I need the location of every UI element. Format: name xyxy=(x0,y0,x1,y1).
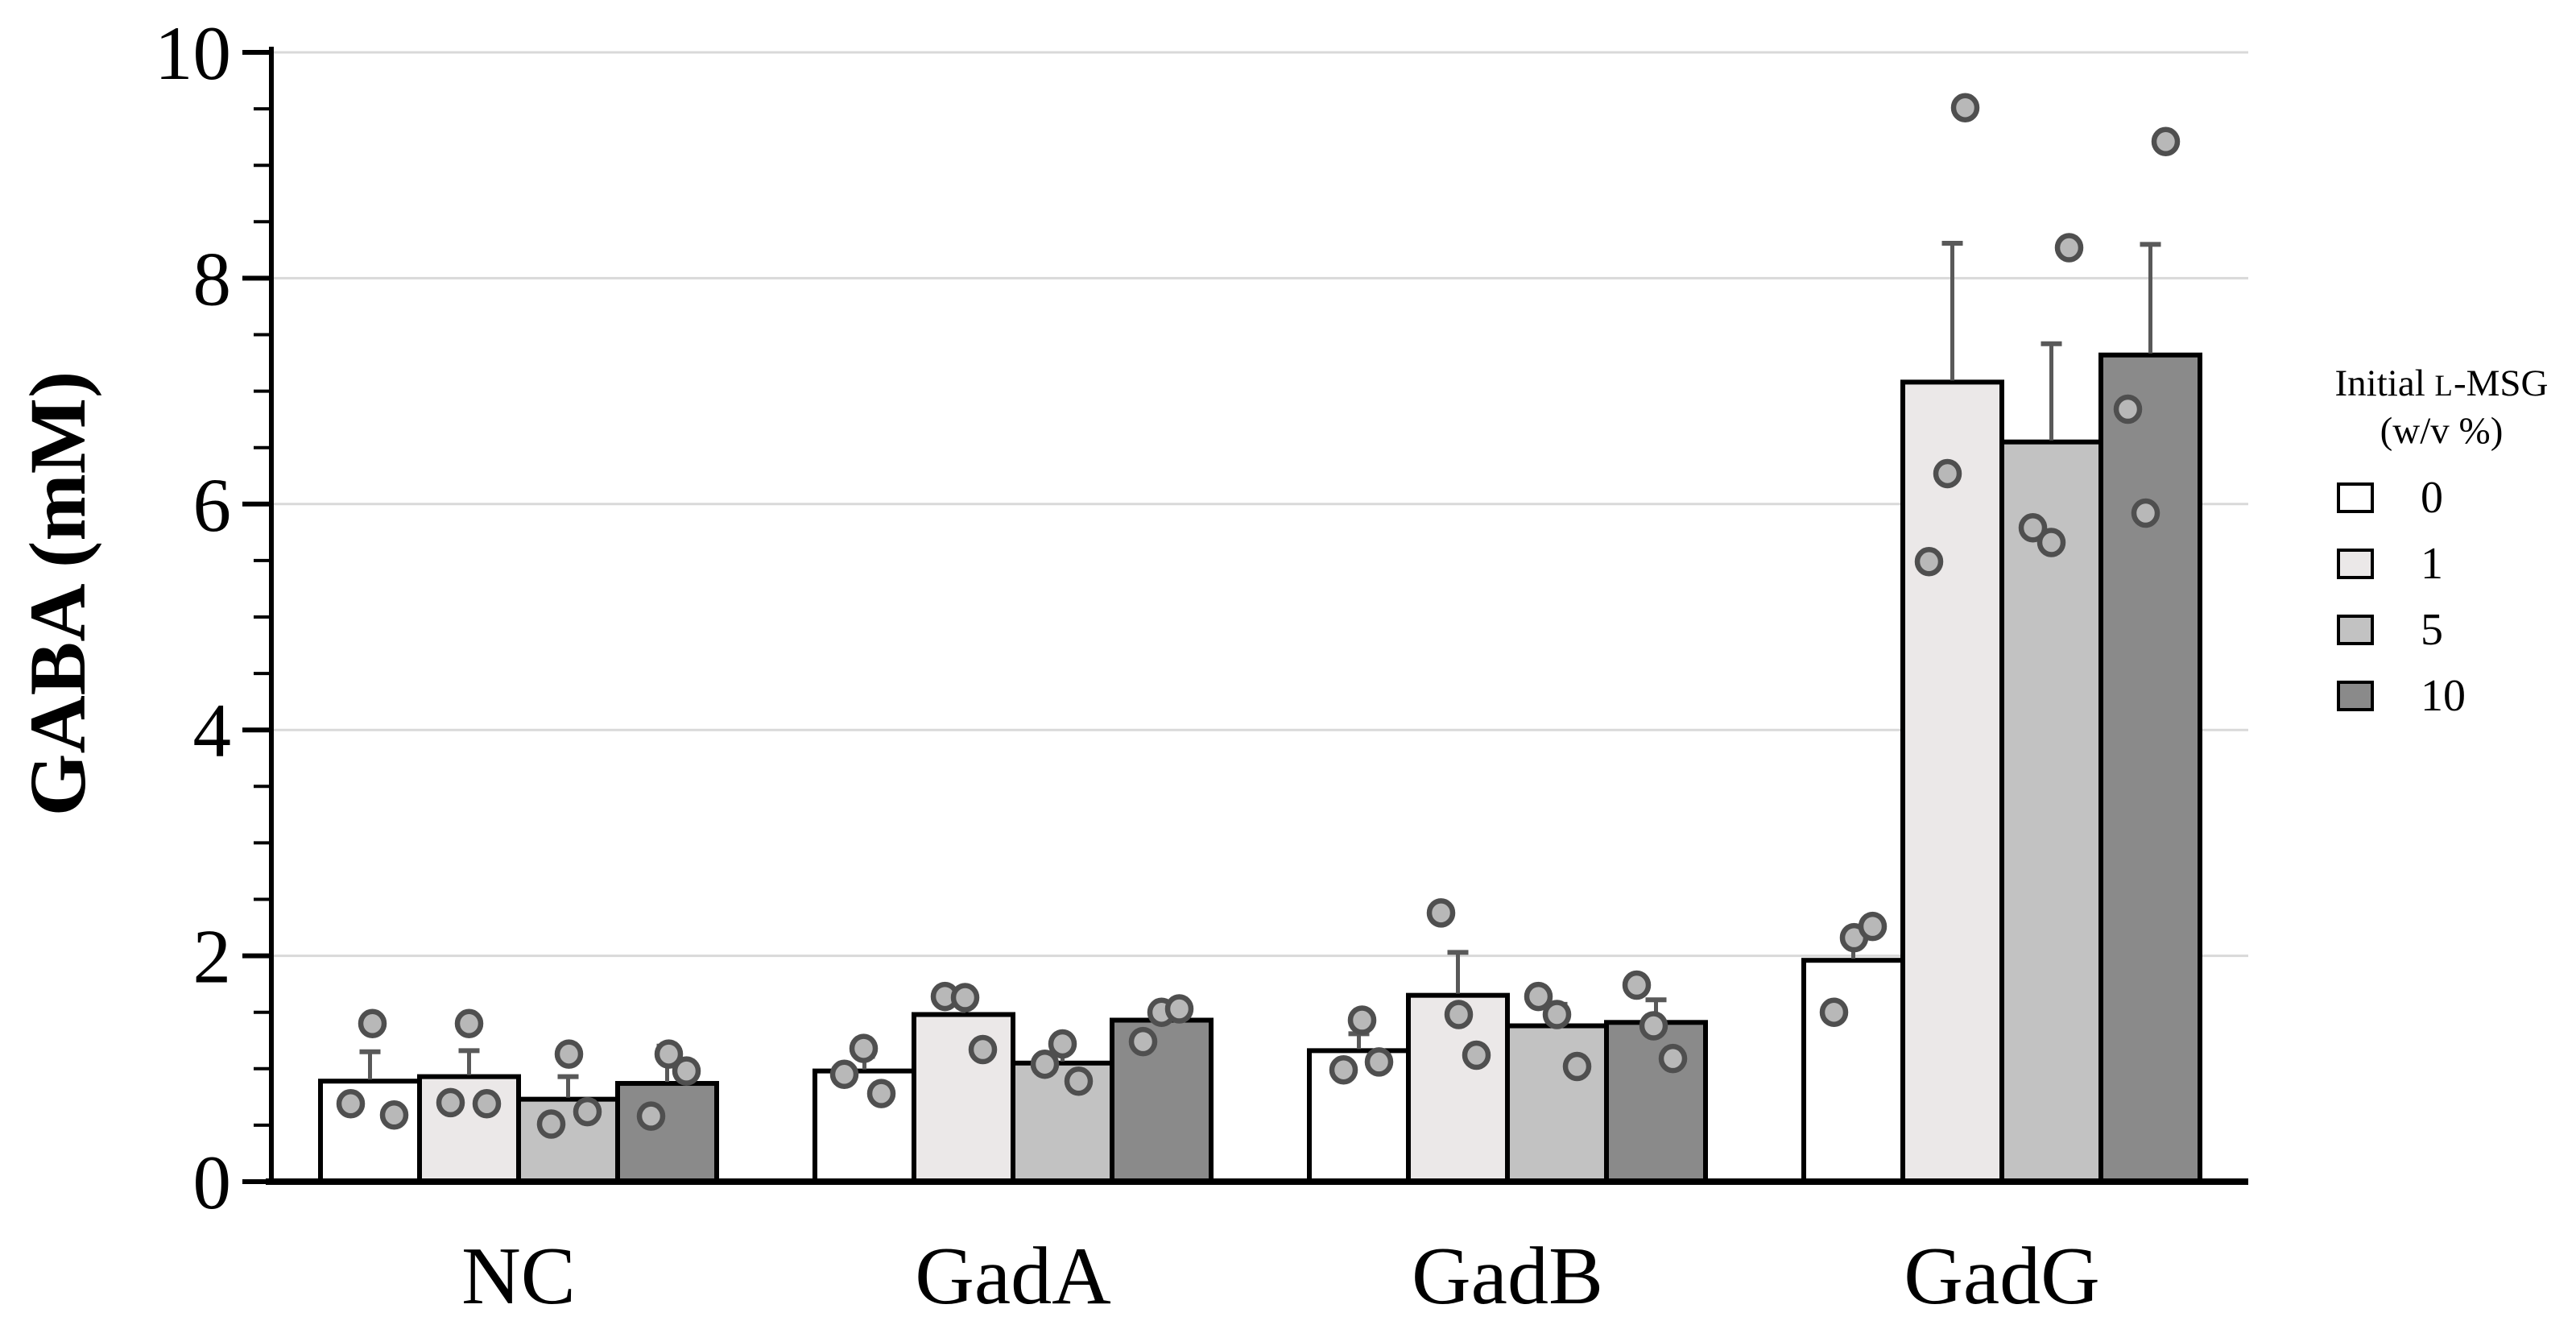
bar-GadG-0 xyxy=(1801,958,1905,1184)
data-point xyxy=(1128,1026,1158,1057)
data-point xyxy=(1426,898,1456,928)
bar-GadA-0 xyxy=(812,1068,916,1184)
data-point xyxy=(554,1039,584,1069)
data-point xyxy=(1064,1066,1094,1096)
y-axis-title: GABA (mM) xyxy=(13,371,102,817)
y-tick-label: 2 xyxy=(193,914,232,1000)
y-tick-label: 0 xyxy=(193,1140,232,1225)
data-point xyxy=(1444,1000,1474,1029)
data-point xyxy=(849,1033,879,1063)
legend-item-0: 0 xyxy=(2313,473,2570,523)
legend-swatch-0 xyxy=(2337,482,2374,513)
data-point xyxy=(1030,1049,1060,1079)
data-point xyxy=(1364,1047,1394,1077)
data-point xyxy=(1914,547,1944,577)
data-point xyxy=(1658,1043,1688,1074)
data-point xyxy=(2113,394,2143,424)
legend-item-10: 10 xyxy=(2313,671,2570,721)
data-point xyxy=(536,1109,566,1139)
bar-GadB-5 xyxy=(1505,1023,1609,1185)
x-category-label: GadB xyxy=(1412,1231,1603,1321)
data-point xyxy=(2151,126,2181,157)
bar-GadA-5 xyxy=(1011,1060,1114,1185)
data-point xyxy=(968,1034,998,1065)
data-point xyxy=(1562,1051,1592,1082)
data-point xyxy=(1048,1029,1077,1059)
legend-swatch-1 xyxy=(2337,549,2374,579)
data-point xyxy=(1462,1040,1491,1070)
data-point xyxy=(436,1087,465,1118)
legend-title: Initial L-MSG xyxy=(2313,361,2570,408)
legend-swatch-5 xyxy=(2337,615,2374,645)
data-point xyxy=(1639,1011,1668,1041)
data-point xyxy=(573,1096,602,1127)
legend-subtitle: (w/v %) xyxy=(2380,410,2504,452)
data-point xyxy=(1524,981,1553,1012)
x-category-label: GadA xyxy=(915,1231,1111,1321)
legend-label: 0 xyxy=(2421,473,2443,523)
bar-GadG-1 xyxy=(1900,379,2004,1185)
bar-GadA-1 xyxy=(912,1012,1015,1185)
x-category-label: GadG xyxy=(1904,1231,2100,1321)
legend-label: 1 xyxy=(2421,539,2443,589)
y-tick-label: 10 xyxy=(155,10,231,96)
data-point xyxy=(636,1101,666,1131)
data-point xyxy=(2054,233,2084,263)
data-point xyxy=(2018,512,2048,543)
data-point xyxy=(654,1039,684,1069)
legend-item-list: 0 1 5 10 xyxy=(2313,473,2570,721)
bar-NC-1 xyxy=(417,1074,521,1185)
bar-NC-5 xyxy=(516,1096,620,1185)
y-tick-label: 8 xyxy=(193,236,232,321)
bar-GadA-10 xyxy=(1110,1017,1214,1185)
data-point xyxy=(1347,1005,1377,1035)
bar-GadG-10 xyxy=(2098,352,2202,1185)
bar-NC-10 xyxy=(615,1081,719,1184)
data-point xyxy=(2131,498,2160,528)
data-point xyxy=(1858,911,1888,942)
legend-title-smallcap: L xyxy=(2434,369,2454,402)
bar-GadB-0 xyxy=(1307,1048,1411,1185)
legend-label: 10 xyxy=(2421,671,2466,721)
data-point xyxy=(1950,93,1980,122)
data-point xyxy=(672,1056,701,1086)
data-point xyxy=(454,1008,484,1038)
legend: Initial L-MSG (w/v %) 0 1 5 10 xyxy=(2313,361,2570,747)
y-tick-label: 4 xyxy=(193,688,232,773)
data-point xyxy=(866,1079,896,1108)
data-point xyxy=(1329,1054,1358,1085)
bar-NC-0 xyxy=(318,1079,422,1185)
data-point xyxy=(1819,997,1849,1027)
legend-label: 5 xyxy=(2421,605,2443,655)
y-tick-label: 6 xyxy=(193,462,232,548)
data-point xyxy=(1542,1000,1572,1029)
legend-title-suffix: -MSG xyxy=(2453,362,2549,404)
data-point xyxy=(1933,458,1962,489)
data-point xyxy=(2036,528,2066,557)
data-point xyxy=(472,1089,502,1119)
bar-GadB-10 xyxy=(1604,1020,1708,1184)
legend-title-text: Initial xyxy=(2334,362,2435,404)
legend-item-5: 5 xyxy=(2313,605,2570,655)
data-point xyxy=(950,983,980,1012)
legend-item-1: 1 xyxy=(2313,539,2570,589)
data-point xyxy=(379,1100,409,1130)
data-point xyxy=(1622,970,1652,1000)
data-point xyxy=(1164,994,1194,1024)
legend-swatch-10 xyxy=(2337,681,2374,711)
data-point xyxy=(829,1059,859,1090)
data-point xyxy=(358,1008,387,1038)
data-point xyxy=(336,1089,366,1119)
x-category-label: NC xyxy=(461,1231,576,1321)
